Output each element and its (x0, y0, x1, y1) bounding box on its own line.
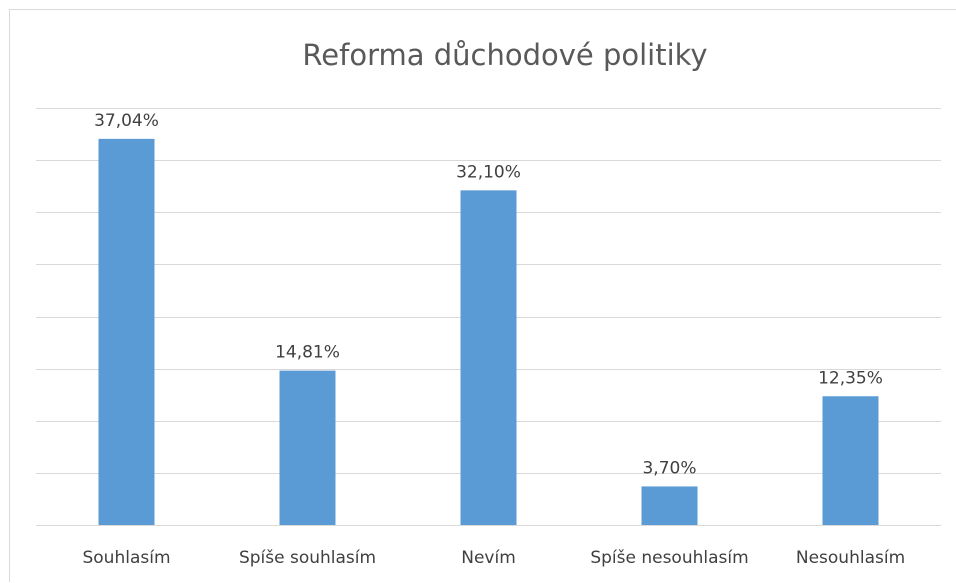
bar (279, 370, 336, 525)
bar (641, 486, 698, 525)
data-label: 14,81% (275, 343, 340, 363)
data-label: 32,10% (456, 162, 521, 182)
chart-frame: Reforma důchodové politiky 37,04% 14,81% 3… (9, 9, 956, 582)
data-labels: 37,04% 14,81% 32,10% 3,70% 12,35% (94, 111, 883, 479)
category-labels: Souhlasím Spíše souhlasím Nevím Spíše nesou… (82, 548, 905, 568)
data-label: 3,70% (642, 458, 696, 478)
data-label: 12,35% (818, 368, 883, 388)
data-label: 37,04% (94, 111, 159, 131)
category-label: Souhlasím (82, 548, 170, 568)
category-label: Nevím (461, 548, 516, 568)
category-label: Spíše nesouhlasím (590, 548, 748, 568)
category-label: Nesouhlasím (796, 548, 905, 568)
bar (98, 138, 155, 525)
bar (822, 396, 879, 525)
bar (460, 190, 517, 526)
bars (98, 138, 879, 526)
chart-title: Reforma důchodové politiky (302, 38, 707, 72)
category-label: Spíše souhlasím (239, 548, 376, 568)
chart-svg: Reforma důchodové politiky 37,04%14,81%3… (36, 38, 941, 568)
